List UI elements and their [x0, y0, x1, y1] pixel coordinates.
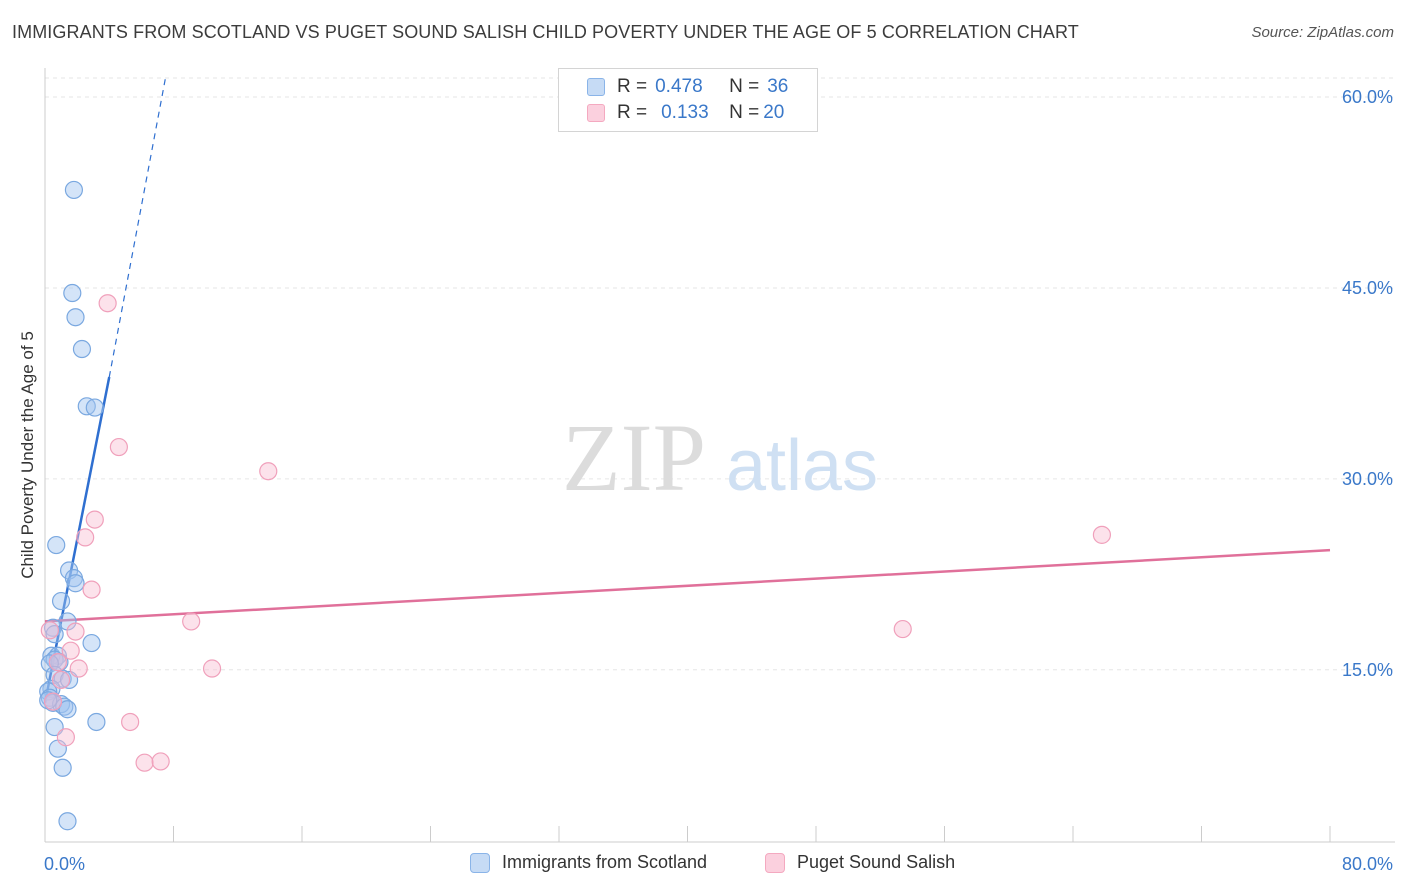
point-salish — [135, 753, 154, 772]
legend-item-salish: Puget Sound Salish — [765, 852, 955, 873]
watermark-zip: ZIP — [562, 404, 706, 511]
trend-line-salish — [44, 548, 1331, 623]
legend-r-label: R = — [617, 102, 648, 123]
chart-title: IMMIGRANTS FROM SCOTLAND VS PUGET SOUND … — [12, 22, 1079, 42]
point-scotland — [63, 283, 82, 303]
legend-r-value: 0.478 — [655, 76, 703, 97]
gridlines — [45, 77, 1395, 671]
point-scotland — [47, 535, 66, 555]
legend-n-label: N = — [729, 76, 760, 97]
y-tick-label-60: 60.0% — [1342, 87, 1393, 107]
data-points — [39, 180, 1112, 831]
point-salish — [151, 752, 170, 771]
x-tick-label-max: 80.0% — [1342, 854, 1393, 874]
legend-swatch-pink — [587, 104, 605, 122]
y-tick-label-30: 30.0% — [1342, 469, 1393, 489]
legend-swatch-pink — [765, 852, 785, 873]
point-scotland — [45, 717, 64, 737]
axes — [44, 68, 1395, 843]
point-salish — [259, 462, 278, 481]
point-salish — [109, 437, 128, 457]
point-scotland — [87, 712, 106, 732]
legend-row-scotland: R = 0.478 N = 36 — [587, 74, 788, 100]
series-legend: Immigrants from Scotland Puget Sound Sal… — [0, 852, 1406, 878]
point-salish — [61, 641, 80, 660]
legend-r-label: R = — [617, 76, 648, 97]
legend-row-salish: R = 0.133 N = 20 — [587, 100, 784, 126]
legend-swatch-blue — [470, 852, 490, 873]
point-salish — [43, 692, 63, 711]
point-salish — [893, 619, 912, 639]
point-scotland — [58, 700, 77, 719]
point-scotland — [43, 618, 63, 637]
legend-r-value: 0.133 — [661, 102, 709, 123]
tick-labels: 15.0% 30.0% 45.0% 60.0% 0.0% 80.0% — [44, 87, 1393, 874]
watermark-atlas: atlas — [726, 426, 878, 506]
point-salish — [48, 653, 67, 672]
point-salish — [98, 294, 117, 313]
point-salish — [40, 621, 59, 640]
point-salish — [202, 659, 222, 678]
legend-label-scotland: Immigrants from Scotland — [502, 852, 708, 872]
y-tick-label-45: 45.0% — [1342, 278, 1393, 298]
point-scotland — [82, 633, 101, 653]
point-salish — [85, 510, 104, 529]
point-scotland — [53, 758, 72, 777]
point-scotland — [66, 574, 85, 593]
legend-n-value: 20 — [763, 102, 785, 123]
point-scotland — [66, 308, 85, 327]
legend-item-scotland: Immigrants from Scotland — [470, 852, 707, 873]
legend-n-label: N = — [729, 102, 760, 123]
point-salish — [1092, 525, 1112, 544]
point-salish — [82, 580, 101, 599]
legend-label-salish: Puget Sound Salish — [797, 852, 956, 872]
point-scotland — [85, 398, 104, 417]
point-salish — [56, 728, 75, 747]
y-tick-label-15: 15.0% — [1342, 660, 1393, 680]
point-scotland — [55, 697, 74, 716]
legend-swatch-blue — [587, 78, 605, 96]
point-salish — [69, 659, 88, 678]
point-scotland — [51, 591, 71, 611]
point-salish — [121, 712, 140, 732]
trend-line-scotland-extension — [108, 77, 167, 378]
source-credit: Source: ZipAtlas.com — [1251, 24, 1394, 41]
point-salish — [182, 612, 201, 631]
point-salish — [66, 622, 85, 641]
x-tick-label-min: 0.0% — [44, 854, 85, 874]
point-scotland — [58, 812, 77, 831]
legend-n-value: 36 — [767, 76, 789, 97]
watermark: ZIP atlas — [562, 404, 878, 511]
point-scotland — [64, 180, 84, 200]
trend-lines — [43, 77, 1331, 704]
point-salish — [76, 528, 95, 547]
point-scotland — [72, 339, 92, 359]
point-salish — [51, 670, 71, 690]
correlation-legend: R = 0.478 N = 36 R = 0.133 N = 20 — [558, 68, 818, 132]
